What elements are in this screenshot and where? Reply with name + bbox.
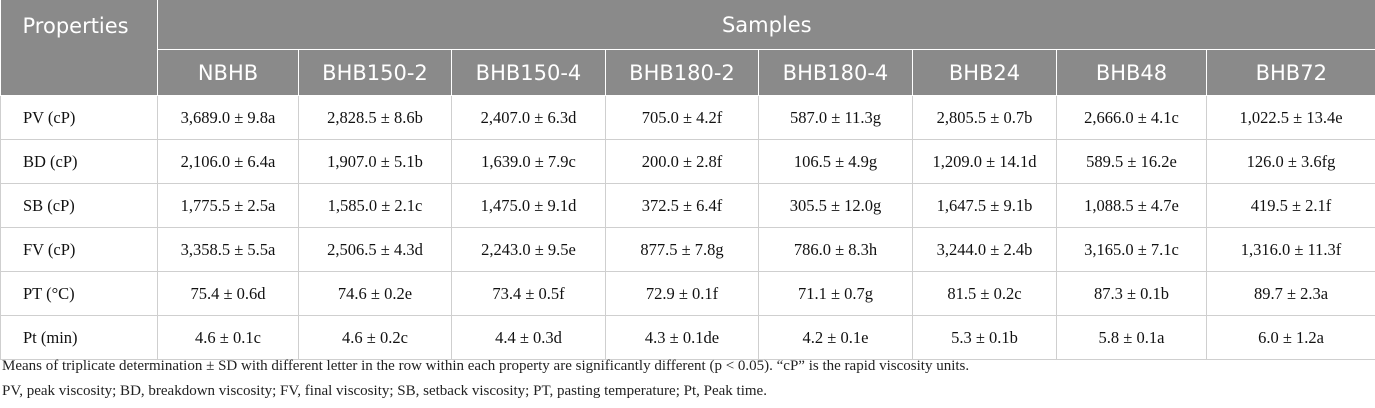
cell: 1,639.0 ± 7.9c: [451, 139, 606, 184]
cell: 2,828.5 ± 8.6b: [298, 95, 452, 140]
cell: 4.2 ± 0.1e: [758, 315, 913, 360]
table: Properties Samples NBHB BHB150-2 BHB150-4 BHB…: [0, 0, 1375, 360]
cell: 305.5 ± 12.0g: [758, 183, 913, 228]
cell: 3,358.5 ± 5.5a: [157, 227, 299, 272]
header-row: Properties Samples: [0, 0, 1375, 96]
cell: 4.6 ± 0.1c: [157, 315, 299, 360]
table-row: FV (cP) 3,358.5 ± 5.5a 2,506.5 ± 4.3d 2,243…: [0, 227, 1375, 272]
row-label: SB (cP): [0, 183, 158, 228]
cell: 587.0 ± 11.3g: [758, 95, 913, 140]
cell: 1,316.0 ± 11.3f: [1205, 227, 1375, 272]
cell: 2,243.0 ± 9.5e: [451, 227, 606, 272]
cell: 5.3 ± 0.1b: [912, 315, 1057, 360]
cell: 877.5 ± 7.8g: [605, 227, 759, 272]
cell: 71.1 ± 0.7g: [758, 271, 913, 316]
cell: 1,907.0 ± 5.1b: [298, 139, 452, 184]
cell: 87.3 ± 0.1b: [1056, 271, 1207, 316]
column-header: BHB180-4: [758, 49, 913, 96]
table-row: BD (cP) 2,106.0 ± 6.4a 1,907.0 ± 5.1b 1,639…: [0, 139, 1375, 184]
cell: 705.0 ± 4.2f: [605, 95, 759, 140]
row-label: FV (cP): [0, 227, 158, 272]
cell: 2,106.0 ± 6.4a: [157, 139, 299, 184]
table-row: PV (cP) 3,689.0 ± 9.8a 2,828.5 ± 8.6b 2,407…: [0, 95, 1375, 140]
table-row: Pt (min) 4.6 ± 0.1c 4.6 ± 0.2c 4.4 ± 0.3d 4.…: [0, 315, 1375, 360]
note: Means of triplicate determination ± SD w…: [2, 358, 970, 374]
cell: 72.9 ± 0.1f: [605, 271, 759, 316]
header-row: NBHB BHB150-2 BHB150-4 BHB180-2 BHB180-4 BHB2…: [1, 49, 1375, 96]
cell: 74.6 ± 0.2e: [298, 271, 452, 316]
cell: 1,209.0 ± 14.1d: [912, 139, 1057, 184]
cell: 75.4 ± 0.6d: [157, 271, 299, 316]
cell: 1,475.0 ± 9.1d: [451, 183, 606, 228]
cell: 3,244.0 ± 2.4b: [912, 227, 1057, 272]
cell: 2,407.0 ± 6.3d: [451, 95, 606, 140]
cell: 1,775.5 ± 2.5a: [157, 183, 299, 228]
cell: 4.4 ± 0.3d: [451, 315, 606, 360]
cell: 1,022.5 ± 13.4e: [1205, 95, 1375, 140]
cell: 81.5 ± 0.2c: [912, 271, 1057, 316]
cell: 200.0 ± 2.8f: [605, 139, 759, 184]
cell: 5.8 ± 0.1a: [1056, 315, 1207, 360]
cell: 106.5 ± 4.9g: [758, 139, 913, 184]
cell: 1,088.5 ± 4.7e: [1056, 183, 1207, 228]
column-header: BHB150-4: [451, 49, 606, 96]
cell: 2,506.5 ± 4.3d: [298, 227, 452, 272]
column-header: NBHB: [157, 49, 299, 96]
cell: 126.0 ± 3.6fg: [1205, 139, 1375, 184]
cell: 372.5 ± 6.4f: [605, 183, 759, 228]
note: PV, peak viscosity; BD, breakdown viscos…: [2, 383, 767, 399]
cell: 73.4 ± 0.5f: [451, 271, 606, 316]
cell: 4.6 ± 0.2c: [298, 315, 452, 360]
cell: 3,689.0 ± 9.8a: [157, 95, 299, 140]
cell: 1,647.5 ± 9.1b: [912, 183, 1057, 228]
cell: 2,666.0 ± 4.1c: [1056, 95, 1207, 140]
cell: 1,585.0 ± 2.1c: [298, 183, 452, 228]
table-row: SB (cP) 1,775.5 ± 2.5a 1,585.0 ± 2.1c 1,475…: [0, 183, 1375, 228]
cell: 6.0 ± 1.2a: [1205, 315, 1375, 360]
cell: 3,165.0 ± 7.1c: [1056, 227, 1207, 272]
column-header: BHB72: [1205, 49, 1375, 96]
corner-header: Properties: [0, 0, 158, 96]
column-header: BHB180-2: [605, 49, 759, 96]
group-header: Samples: [156, 0, 1375, 50]
cell: 2,805.5 ± 0.7b: [912, 95, 1057, 140]
cell: 589.5 ± 16.2e: [1056, 139, 1207, 184]
table-row: PT (°C) 75.4 ± 0.6d 74.6 ± 0.2e 73.4 ± 0.5f…: [0, 271, 1375, 316]
column-header: BHB150-2: [298, 49, 452, 96]
row-label: BD (cP): [0, 139, 158, 184]
row-label: Pt (min): [0, 315, 158, 360]
cell: 4.3 ± 0.1de: [605, 315, 759, 360]
cell: 89.7 ± 2.3a: [1205, 271, 1375, 316]
row-label: PV (cP): [0, 95, 158, 140]
column-header: BHB48: [1056, 49, 1207, 96]
cell: 419.5 ± 2.1f: [1205, 183, 1375, 228]
row-label: PT (°C): [0, 271, 158, 316]
column-header: BHB24: [912, 49, 1057, 96]
cell: 786.0 ± 8.3h: [758, 227, 913, 272]
